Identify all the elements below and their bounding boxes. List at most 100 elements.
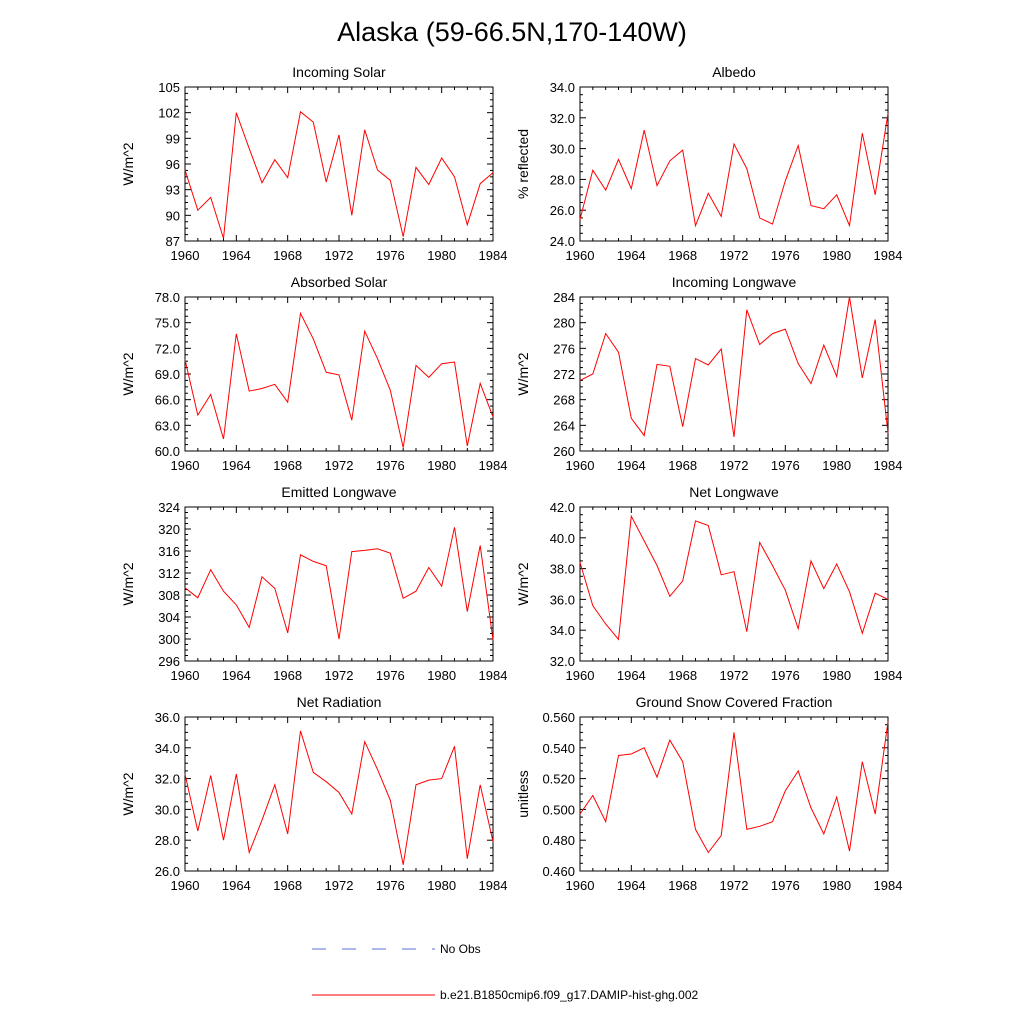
x-tick-label: 1964 (222, 248, 251, 263)
y-tick-label: 268 (553, 393, 575, 408)
y-tick-label: 42.0 (550, 500, 575, 515)
x-tick-label: 1972 (325, 458, 354, 473)
x-tick-label: 1980 (822, 248, 851, 263)
y-tick-label: 0.560 (542, 710, 575, 725)
y-tick-label: 272 (553, 367, 575, 382)
y-tick-label: 276 (553, 341, 575, 356)
y-tick-label: 24.0 (550, 234, 575, 249)
x-tick-label: 1980 (427, 458, 456, 473)
y-tick-label: 34.0 (550, 623, 575, 638)
x-tick-label: 1960 (171, 248, 200, 263)
y-tick-label: 69.0 (155, 367, 180, 382)
y-tick-label: 28.0 (155, 833, 180, 848)
plot-frame (184, 716, 494, 872)
y-tick-label: 60.0 (155, 444, 180, 459)
x-tick-label: 1984 (874, 458, 903, 473)
x-tick-label: 1980 (427, 878, 456, 893)
legend-label-no-obs: No Obs (440, 942, 481, 956)
panel-title: Emitted Longwave (281, 484, 396, 500)
series-line (579, 721, 889, 854)
chart-panel: Incoming Solar W/m^2 1960 1964 1968 1972 1976 1… (120, 64, 507, 263)
y-tick-label: 32.0 (550, 654, 575, 669)
x-tick-label: 1972 (720, 248, 749, 263)
y-tick-label: 78.0 (155, 290, 180, 305)
y-tick-label: 300 (158, 632, 180, 647)
chart-panel: Emitted Longwave W/m^2 1960 1964 1968 1972 197… (120, 484, 507, 683)
y-tick-label: 36.0 (155, 710, 180, 725)
y-tick-label: 0.500 (542, 802, 575, 817)
y-tick-label: 105 (158, 80, 180, 95)
x-tick-label: 1976 (376, 248, 405, 263)
x-tick-label: 1968 (668, 668, 697, 683)
y-axis-label: unitless (515, 770, 531, 817)
x-tick-label: 1976 (376, 668, 405, 683)
y-tick-label: 93 (166, 183, 180, 198)
y-tick-label: 28.0 (550, 172, 575, 187)
y-tick-label: 36.0 (550, 592, 575, 607)
y-tick-label: 312 (158, 566, 180, 581)
x-tick-label: 1972 (325, 878, 354, 893)
x-tick-label: 1964 (617, 668, 646, 683)
chart-panel: Net Radiation W/m^2 1960 1964 1968 1972 1976 19… (120, 694, 507, 893)
x-tick-label: 1984 (479, 668, 508, 683)
y-axis-label: % reflected (515, 129, 531, 199)
x-tick-label: 1976 (771, 248, 800, 263)
x-tick-label: 1976 (376, 878, 405, 893)
y-axis-label: W/m^2 (120, 562, 136, 605)
y-axis-label: W/m^2 (515, 562, 531, 605)
y-axis-label: W/m^2 (120, 142, 136, 185)
legend: No Obs b.e21.B1850cmip6.f09_g17.DAMIP-hi… (312, 942, 698, 1002)
x-tick-label: 1964 (222, 458, 251, 473)
x-tick-label: 1968 (668, 458, 697, 473)
x-tick-label: 1964 (617, 458, 646, 473)
y-tick-label: 324 (158, 500, 180, 515)
y-tick-label: 66.0 (155, 393, 180, 408)
y-tick-label: 34.0 (550, 80, 575, 95)
x-tick-label: 1984 (479, 878, 508, 893)
x-tick-label: 1972 (720, 458, 749, 473)
x-tick-label: 1968 (273, 458, 302, 473)
y-tick-label: 0.460 (542, 864, 575, 879)
panel-title: Ground Snow Covered Fraction (636, 694, 833, 710)
plot-frame (579, 716, 889, 872)
legend-label-model: b.e21.B1850cmip6.f09_g17.DAMIP-hist-ghg.… (440, 988, 698, 1002)
x-tick-label: 1976 (771, 458, 800, 473)
x-tick-label: 1964 (617, 248, 646, 263)
y-axis-label: W/m^2 (515, 352, 531, 395)
x-tick-label: 1980 (822, 458, 851, 473)
x-tick-label: 1960 (171, 878, 200, 893)
y-tick-label: 296 (158, 654, 180, 669)
series-line (579, 296, 889, 437)
y-tick-label: 264 (553, 418, 575, 433)
figure-title: Alaska (59-66.5N,170-140W) (337, 17, 687, 47)
y-tick-label: 260 (553, 444, 575, 459)
x-tick-label: 1968 (273, 668, 302, 683)
panel-title: Albedo (712, 64, 756, 80)
series-line (579, 113, 889, 228)
x-tick-label: 1960 (566, 878, 595, 893)
x-tick-label: 1984 (874, 878, 903, 893)
x-tick-label: 1960 (566, 458, 595, 473)
chart-panel: Ground Snow Covered Fraction unitless 1960… (515, 694, 902, 893)
panel-title: Incoming Longwave (672, 274, 797, 290)
y-tick-label: 34.0 (155, 741, 180, 756)
x-tick-label: 1960 (566, 248, 595, 263)
x-tick-label: 1976 (771, 878, 800, 893)
x-tick-label: 1972 (325, 248, 354, 263)
y-tick-label: 75.0 (155, 316, 180, 331)
plot-frame (579, 506, 889, 662)
y-tick-label: 26.0 (155, 864, 180, 879)
y-tick-label: 72.0 (155, 341, 180, 356)
y-tick-label: 0.520 (542, 772, 575, 787)
x-tick-label: 1972 (720, 668, 749, 683)
x-tick-label: 1984 (479, 248, 508, 263)
y-tick-label: 320 (158, 522, 180, 537)
x-tick-label: 1984 (874, 248, 903, 263)
series-line (184, 527, 494, 641)
x-tick-label: 1976 (771, 668, 800, 683)
x-tick-label: 1980 (427, 248, 456, 263)
panel-title: Net Radiation (297, 694, 382, 710)
y-tick-label: 0.540 (542, 741, 575, 756)
x-tick-label: 1976 (376, 458, 405, 473)
